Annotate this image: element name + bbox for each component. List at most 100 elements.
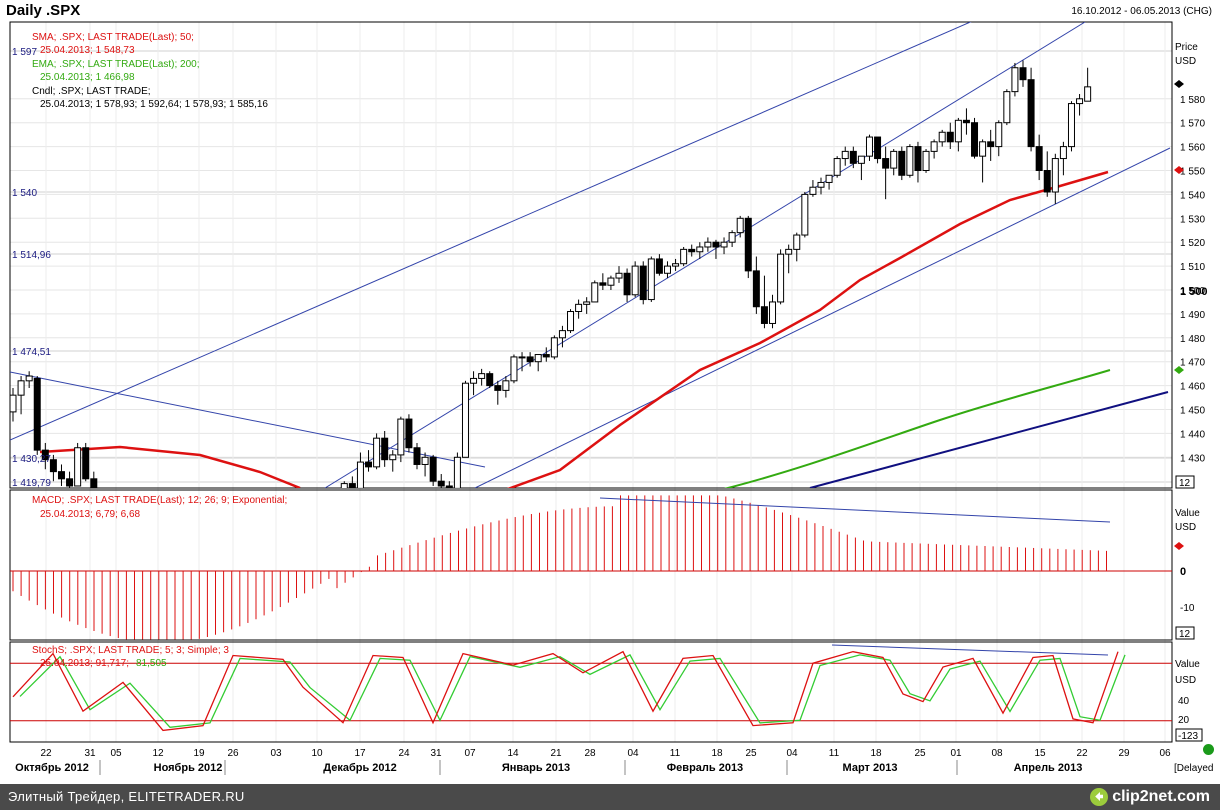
month-label: Январь 2013 [502,762,570,774]
price-candle [801,192,809,238]
day-tick-label: 31 [84,748,96,759]
stoch-k-line [12,650,1119,732]
price-candle [494,380,502,405]
footer-bar: Элитный Трейдер, ELITETRADER.RU clip2net… [0,784,1220,810]
candle-down-body [57,471,65,480]
candle-down-body [971,122,979,157]
candle-down-body [348,483,356,488]
price-candle [567,309,575,334]
candle-up-body [1051,158,1059,193]
price-candle [849,146,857,169]
candle-up-body [1059,146,1067,160]
price-tick-label: 1 540 [1180,190,1205,201]
price-tick-label: 1 520 [1180,238,1205,249]
candle-up-body [647,258,655,301]
price-candle [672,258,680,271]
price-tick-label: 1 570 [1180,119,1205,130]
price-candle [971,117,979,159]
candle-up-body [696,246,704,253]
chart-header: Daily .SPX 16.10.2012 - 06.05.2013 (CHG) [0,0,1220,22]
macd-scale-box [1175,626,1195,640]
candle-up-body [906,146,914,176]
day-tick-label: 22 [40,748,52,759]
stochastic-panel[interactable] [10,644,1172,732]
candle-up-body [356,461,364,488]
price-candle [865,134,873,161]
candle-up-body [720,241,728,248]
logo-text: clip2net.com [1112,788,1210,805]
day-tick-label: 26 [227,748,239,759]
price-candle [987,129,995,161]
price-candle [1003,89,1011,126]
stoch-trend-line [831,644,1109,656]
macd-panel[interactable] [10,495,1172,640]
price-candle [769,294,777,329]
clip2net-icon [1090,788,1109,806]
day-tick-label: 28 [584,748,596,759]
price-tick-label: 1 440 [1180,429,1205,440]
price-candle [962,108,970,135]
price-candle [752,256,760,314]
price-candle [833,156,841,178]
axis-labels: 1 580 1 570 1 560 1 550 1 540 1 530 1 520 1 510… [12,42,1213,775]
price-candle [898,146,906,181]
candle-down-body [413,447,421,465]
day-tick-label: 10 [311,748,323,759]
price-candle [882,146,890,200]
price-candle [74,442,82,487]
candle-up-body [728,232,736,243]
candle-down-body [494,385,502,391]
candle-down-body [381,437,389,461]
candle-down-body [33,377,41,451]
price-tick-label: 1 480 [1180,334,1205,345]
clip2net-logo: clip2net.com [1090,787,1210,807]
price-candle [82,442,90,482]
price-candle [10,387,17,422]
price-candle [599,273,607,290]
price-candle [575,299,583,319]
stoch-legend-value-a: 25.04.2013; 91,717; [40,658,129,669]
price-candle [809,180,817,197]
price-candle [526,352,534,367]
candle-up-body [567,311,575,332]
day-tick-label: 07 [464,748,476,759]
candle-up-body [421,456,429,465]
price-candle [663,261,671,279]
candle-up-body [1003,91,1011,124]
day-tick-label: 18 [711,748,723,759]
date-range: 16.10.2012 - 06.05.2013 (CHG) [1071,6,1212,17]
price-candle [938,129,946,147]
price-scale-label: 12 [1179,478,1191,489]
price-candle [90,471,98,488]
stoch-legend-value-b: 81,505 [136,658,167,669]
price-tick-label: 1 550 [1180,167,1205,178]
price-tick-label: 1 460 [1180,382,1205,393]
price-candle [954,117,962,152]
stock-chart[interactable]: 1 580 1 570 1 560 1 550 1 540 1 530 1 520 1 510… [0,0,1220,784]
price-candle [542,347,550,362]
price-candle [647,256,655,302]
price-candle [785,244,793,274]
candle-down-body [987,141,995,148]
candle-down-body [66,478,74,487]
legend-indicator-value: 25.04.2013; 1 466,98 [40,72,135,83]
fib-level-label: 1 514,96 [12,250,51,261]
trend-line [10,371,486,468]
price-panel[interactable] [10,20,1171,493]
candle-down-body [752,270,760,308]
price-axis-title: Price [1175,42,1198,53]
candle-up-body [672,263,680,267]
candle-up-body [922,150,930,172]
price-tick-label: 1 500 [1180,286,1208,298]
price-tick-label: 1 430 [1180,453,1205,464]
candle-up-body [663,265,671,274]
price-candle [1059,141,1067,176]
price-candle [373,433,381,470]
price-candle [486,371,494,388]
price-tick-label: 1 510 [1180,262,1205,273]
price-candle [1084,67,1092,102]
candle-down-body [712,241,720,248]
price-scale-box [1175,475,1195,489]
day-tick-label: 11 [670,748,681,759]
price-candle [66,471,74,488]
